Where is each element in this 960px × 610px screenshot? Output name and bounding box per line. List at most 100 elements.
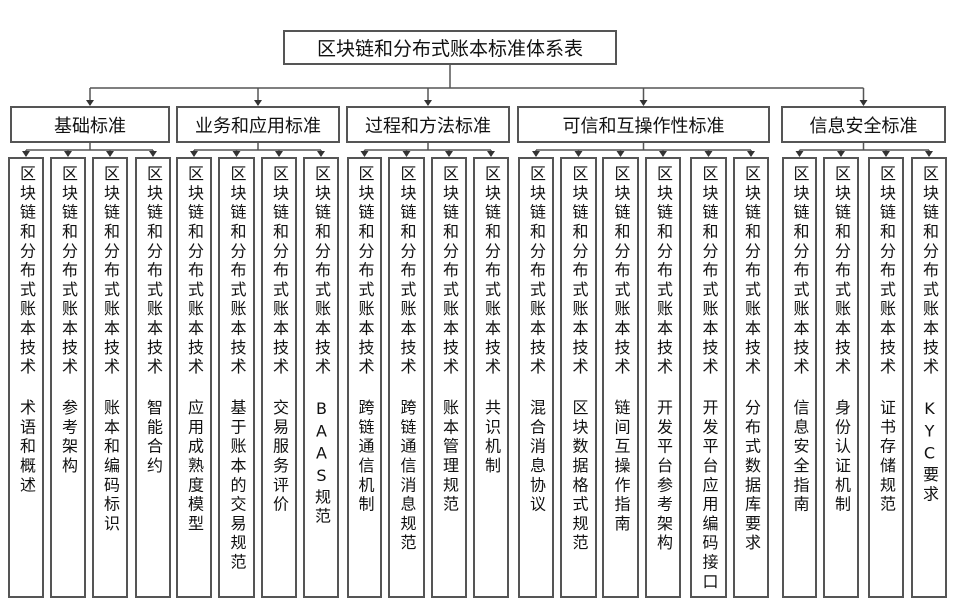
arrow-head-icon: [859, 100, 868, 106]
leaf-label: 基于账本的交易规范: [227, 399, 247, 574]
leaf-prefix: 区块链和分布式账本技术: [144, 165, 163, 378]
leaf-prefix: 区块链和分布式账本技术: [832, 165, 851, 378]
leaf-label: 混合消息协议: [527, 399, 546, 516]
leaf-prefix: 区块链和分布式账本技术: [227, 165, 247, 378]
category-box: 可信和互操作性标准: [517, 106, 770, 143]
standard-leaf-box: 区块链和分布式账本技术 KYC要求: [911, 157, 947, 598]
arrow-head-icon: [360, 151, 369, 157]
arrow-head-icon: [616, 151, 625, 157]
arrow-head-icon: [317, 151, 325, 157]
leaf-prefix: 区块链和分布式账本技术: [355, 165, 375, 378]
category-label: 业务和应用标准: [195, 115, 321, 137]
leaf-label: KYC要求: [920, 399, 939, 505]
category-label: 信息安全标准: [809, 115, 918, 137]
leaf-label: 分布式数据库要求: [742, 399, 761, 554]
arrow-head-icon: [574, 151, 583, 157]
leaf-prefix: 区块链和分布式账本技术: [17, 165, 36, 378]
leaf-label: 共识机制: [482, 399, 501, 477]
leaf-label: 账本管理规范: [440, 399, 459, 516]
standard-leaf-box: 区块链和分布式账本技术应用成熟度模型: [176, 157, 212, 598]
leaf-prefix: 区块链和分布式账本技术: [185, 165, 204, 378]
arrow-head-icon: [424, 100, 432, 106]
leaf-prefix: 区块链和分布式账本技术: [270, 165, 289, 378]
standard-leaf-box: 区块链和分布式账本技术开发平台参考架构: [645, 157, 681, 598]
category-label: 过程和方法标准: [365, 115, 491, 137]
leaf-label: 账本和编码标识: [101, 399, 120, 535]
leaf-label: 术语和概述: [17, 399, 36, 496]
leaf-prefix: 区块链和分布式账本技术: [699, 165, 719, 378]
leaf-prefix: 区块链和分布式账本技术: [527, 165, 546, 378]
standard-leaf-box: 区块链和分布式账本技术交易服务评价: [261, 157, 297, 598]
category-box: 业务和应用标准: [176, 106, 340, 143]
arrow-head-icon: [275, 151, 283, 157]
arrow-head-icon: [487, 151, 495, 157]
leaf-prefix: 区块链和分布式账本技术: [920, 165, 939, 378]
standard-leaf-box: 区块链和分布式账本技术基于账本的交易规范: [218, 157, 255, 598]
arrow-head-icon: [795, 151, 804, 157]
standard-leaf-box: 区块链和分布式账本技术链间互操作指南: [602, 157, 639, 598]
arrow-head-icon: [837, 151, 845, 157]
category-label: 可信和互操作性标准: [562, 115, 725, 137]
leaf-label: 参考架构: [59, 399, 78, 477]
arrow-head-icon: [22, 151, 30, 157]
root-title-box: 区块链和分布式账本标准体系表: [283, 30, 617, 65]
leaf-label: BAAS规范: [312, 399, 331, 528]
leaf-prefix: 区块链和分布式账本技术: [482, 165, 501, 378]
standard-leaf-box: 区块链和分布式账本技术 分布式数据库要求: [733, 157, 769, 598]
arrow-head-icon: [190, 151, 198, 157]
leaf-label: 跨链通信机制: [355, 399, 375, 516]
standard-leaf-box: 区块链和分布式账本技术 BAAS规范: [303, 157, 339, 598]
arrow-head-icon: [232, 151, 241, 157]
arrow-head-icon: [445, 151, 453, 157]
leaf-prefix: 区块链和分布式账本技术: [790, 165, 810, 378]
leaf-label: 跨链通信消息规范: [397, 399, 417, 554]
leaf-prefix: 区块链和分布式账本技术: [569, 165, 589, 378]
category-box: 信息安全标准: [781, 106, 946, 143]
arrow-head-icon: [64, 151, 72, 157]
leaf-label: 应用成熟度模型: [185, 399, 204, 535]
arrow-head-icon: [704, 151, 713, 157]
leaf-label: 交易服务评价: [270, 399, 289, 516]
arrow-head-icon: [659, 151, 667, 157]
leaf-prefix: 区块链和分布式账本技术: [654, 165, 673, 378]
leaf-label: 开发平台应用编码接口: [699, 399, 719, 593]
leaf-label: 区块数据格式规范: [569, 399, 589, 554]
leaf-prefix: 区块链和分布式账本技术: [611, 165, 631, 378]
arrow-head-icon: [532, 151, 540, 157]
standard-leaf-box: 区块链和分布式账本技术信息安全指南: [782, 157, 817, 598]
leaf-prefix: 区块链和分布式账本技术: [440, 165, 459, 378]
standard-leaf-box: 区块链和分布式账本技术区块数据格式规范: [560, 157, 597, 598]
standard-leaf-box: 区块链和分布式账本技术账本和编码标识: [92, 157, 128, 598]
leaf-label: 身份认证机制: [832, 399, 851, 516]
category-box: 过程和方法标准: [346, 106, 510, 143]
standard-leaf-box: 区块链和分布式账本技术开发平台应用编码接口: [690, 157, 727, 598]
leaf-prefix: 区块链和分布式账本技术: [397, 165, 417, 378]
standard-leaf-box: 区块链和分布式账本技术术语和概述: [8, 157, 44, 598]
arrow-head-icon: [402, 151, 411, 157]
leaf-prefix: 区块链和分布式账本技术: [312, 165, 331, 378]
standard-leaf-box: 区块链和分布式账本技术参考架构: [50, 157, 86, 598]
category-box: 基础标准: [10, 106, 170, 143]
arrow-head-icon: [925, 151, 933, 157]
standard-leaf-box: 区块链和分布式账本技术账本管理规范: [431, 157, 467, 598]
leaf-prefix: 区块链和分布式账本技术: [101, 165, 120, 378]
leaf-label: 链间互操作指南: [611, 399, 631, 535]
standard-leaf-box: 区块链和分布式账本技术跨链通信机制: [347, 157, 382, 598]
leaf-label: 开发平台参考架构: [654, 399, 673, 554]
leaf-prefix: 区块链和分布式账本技术: [59, 165, 78, 378]
standard-leaf-box: 区块链和分布式账本技术 智能合约: [135, 157, 171, 598]
leaf-label: 信息安全指南: [790, 399, 810, 516]
standard-leaf-box: 区块链和分布式账本技术共识机制: [473, 157, 509, 598]
standard-leaf-box: 区块链和分布式账本技术混合消息协议: [518, 157, 554, 598]
standard-leaf-box: 区块链和分布式账本技术跨链通信消息规范: [388, 157, 425, 598]
arrow-head-icon: [639, 100, 648, 106]
arrow-head-icon: [106, 151, 114, 157]
arrow-head-icon: [149, 151, 157, 157]
standard-leaf-box: 区块链和分布式账本技术身份认证机制: [823, 157, 859, 598]
arrow-head-icon: [254, 100, 262, 106]
leaf-label: 证书存储规范: [877, 399, 896, 516]
leaf-prefix: 区块链和分布式账本技术: [877, 165, 896, 378]
arrow-head-icon: [86, 100, 94, 106]
arrow-head-icon: [747, 151, 755, 157]
